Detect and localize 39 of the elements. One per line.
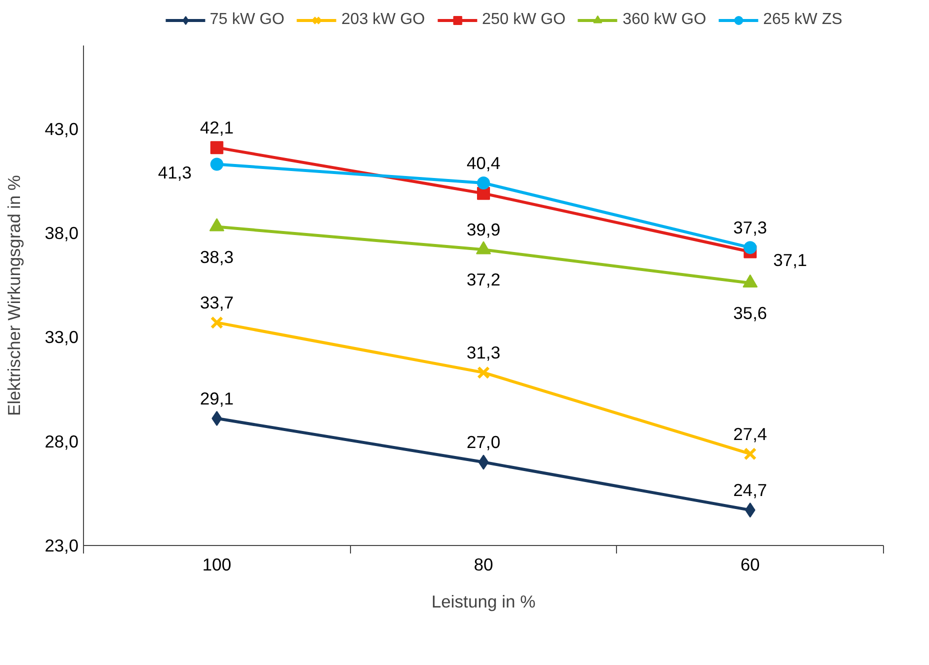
data-label: 38,3 <box>200 246 234 267</box>
y-axis-title: Elektrischer Wirkungsgrad in % <box>4 175 24 416</box>
x-tick-label: 100 <box>202 554 232 574</box>
legend-label: 203 kW GO <box>341 11 425 29</box>
point <box>744 241 757 254</box>
y-tick-label: 23,0 <box>44 536 79 556</box>
y-tick-label: 43,0 <box>44 118 79 139</box>
point <box>210 316 224 330</box>
legend-label: 250 kW GO <box>482 11 566 29</box>
data-label: 40,4 <box>466 153 501 173</box>
point <box>477 186 490 200</box>
point <box>477 176 490 190</box>
data-label: 37,1 <box>773 250 808 270</box>
x-tick-label: 60 <box>740 554 760 574</box>
legend-label: 265 kW ZS <box>763 11 842 29</box>
y-tick-label: 38,0 <box>44 223 79 243</box>
y-tick-label: 28,0 <box>44 431 79 452</box>
data-label: 33,7 <box>200 292 234 313</box>
data-label: 42,1 <box>200 118 234 138</box>
legend-label: 75 kW GO <box>210 11 284 29</box>
point <box>478 454 489 470</box>
point <box>210 158 224 171</box>
data-label: 35,6 <box>733 303 768 323</box>
data-label: 37,2 <box>466 270 500 290</box>
data-label: 29,1 <box>200 388 234 408</box>
data-label: 27,0 <box>466 432 500 452</box>
data-label: 27,4 <box>733 424 768 444</box>
x-tick-label: 80 <box>474 554 494 574</box>
data-label: 37,3 <box>733 218 768 238</box>
x-axis-title: Leistung in % <box>431 592 536 612</box>
point <box>744 447 757 460</box>
data-label: 39,9 <box>466 219 500 240</box>
point <box>477 366 490 380</box>
y-tick-label: 33,0 <box>44 327 79 348</box>
point <box>210 141 224 154</box>
data-label: 24,7 <box>733 480 768 500</box>
data-label: 31,3 <box>466 342 500 363</box>
legend-label: 360 kW GO <box>622 11 706 29</box>
data-label: 41,3 <box>158 162 192 182</box>
